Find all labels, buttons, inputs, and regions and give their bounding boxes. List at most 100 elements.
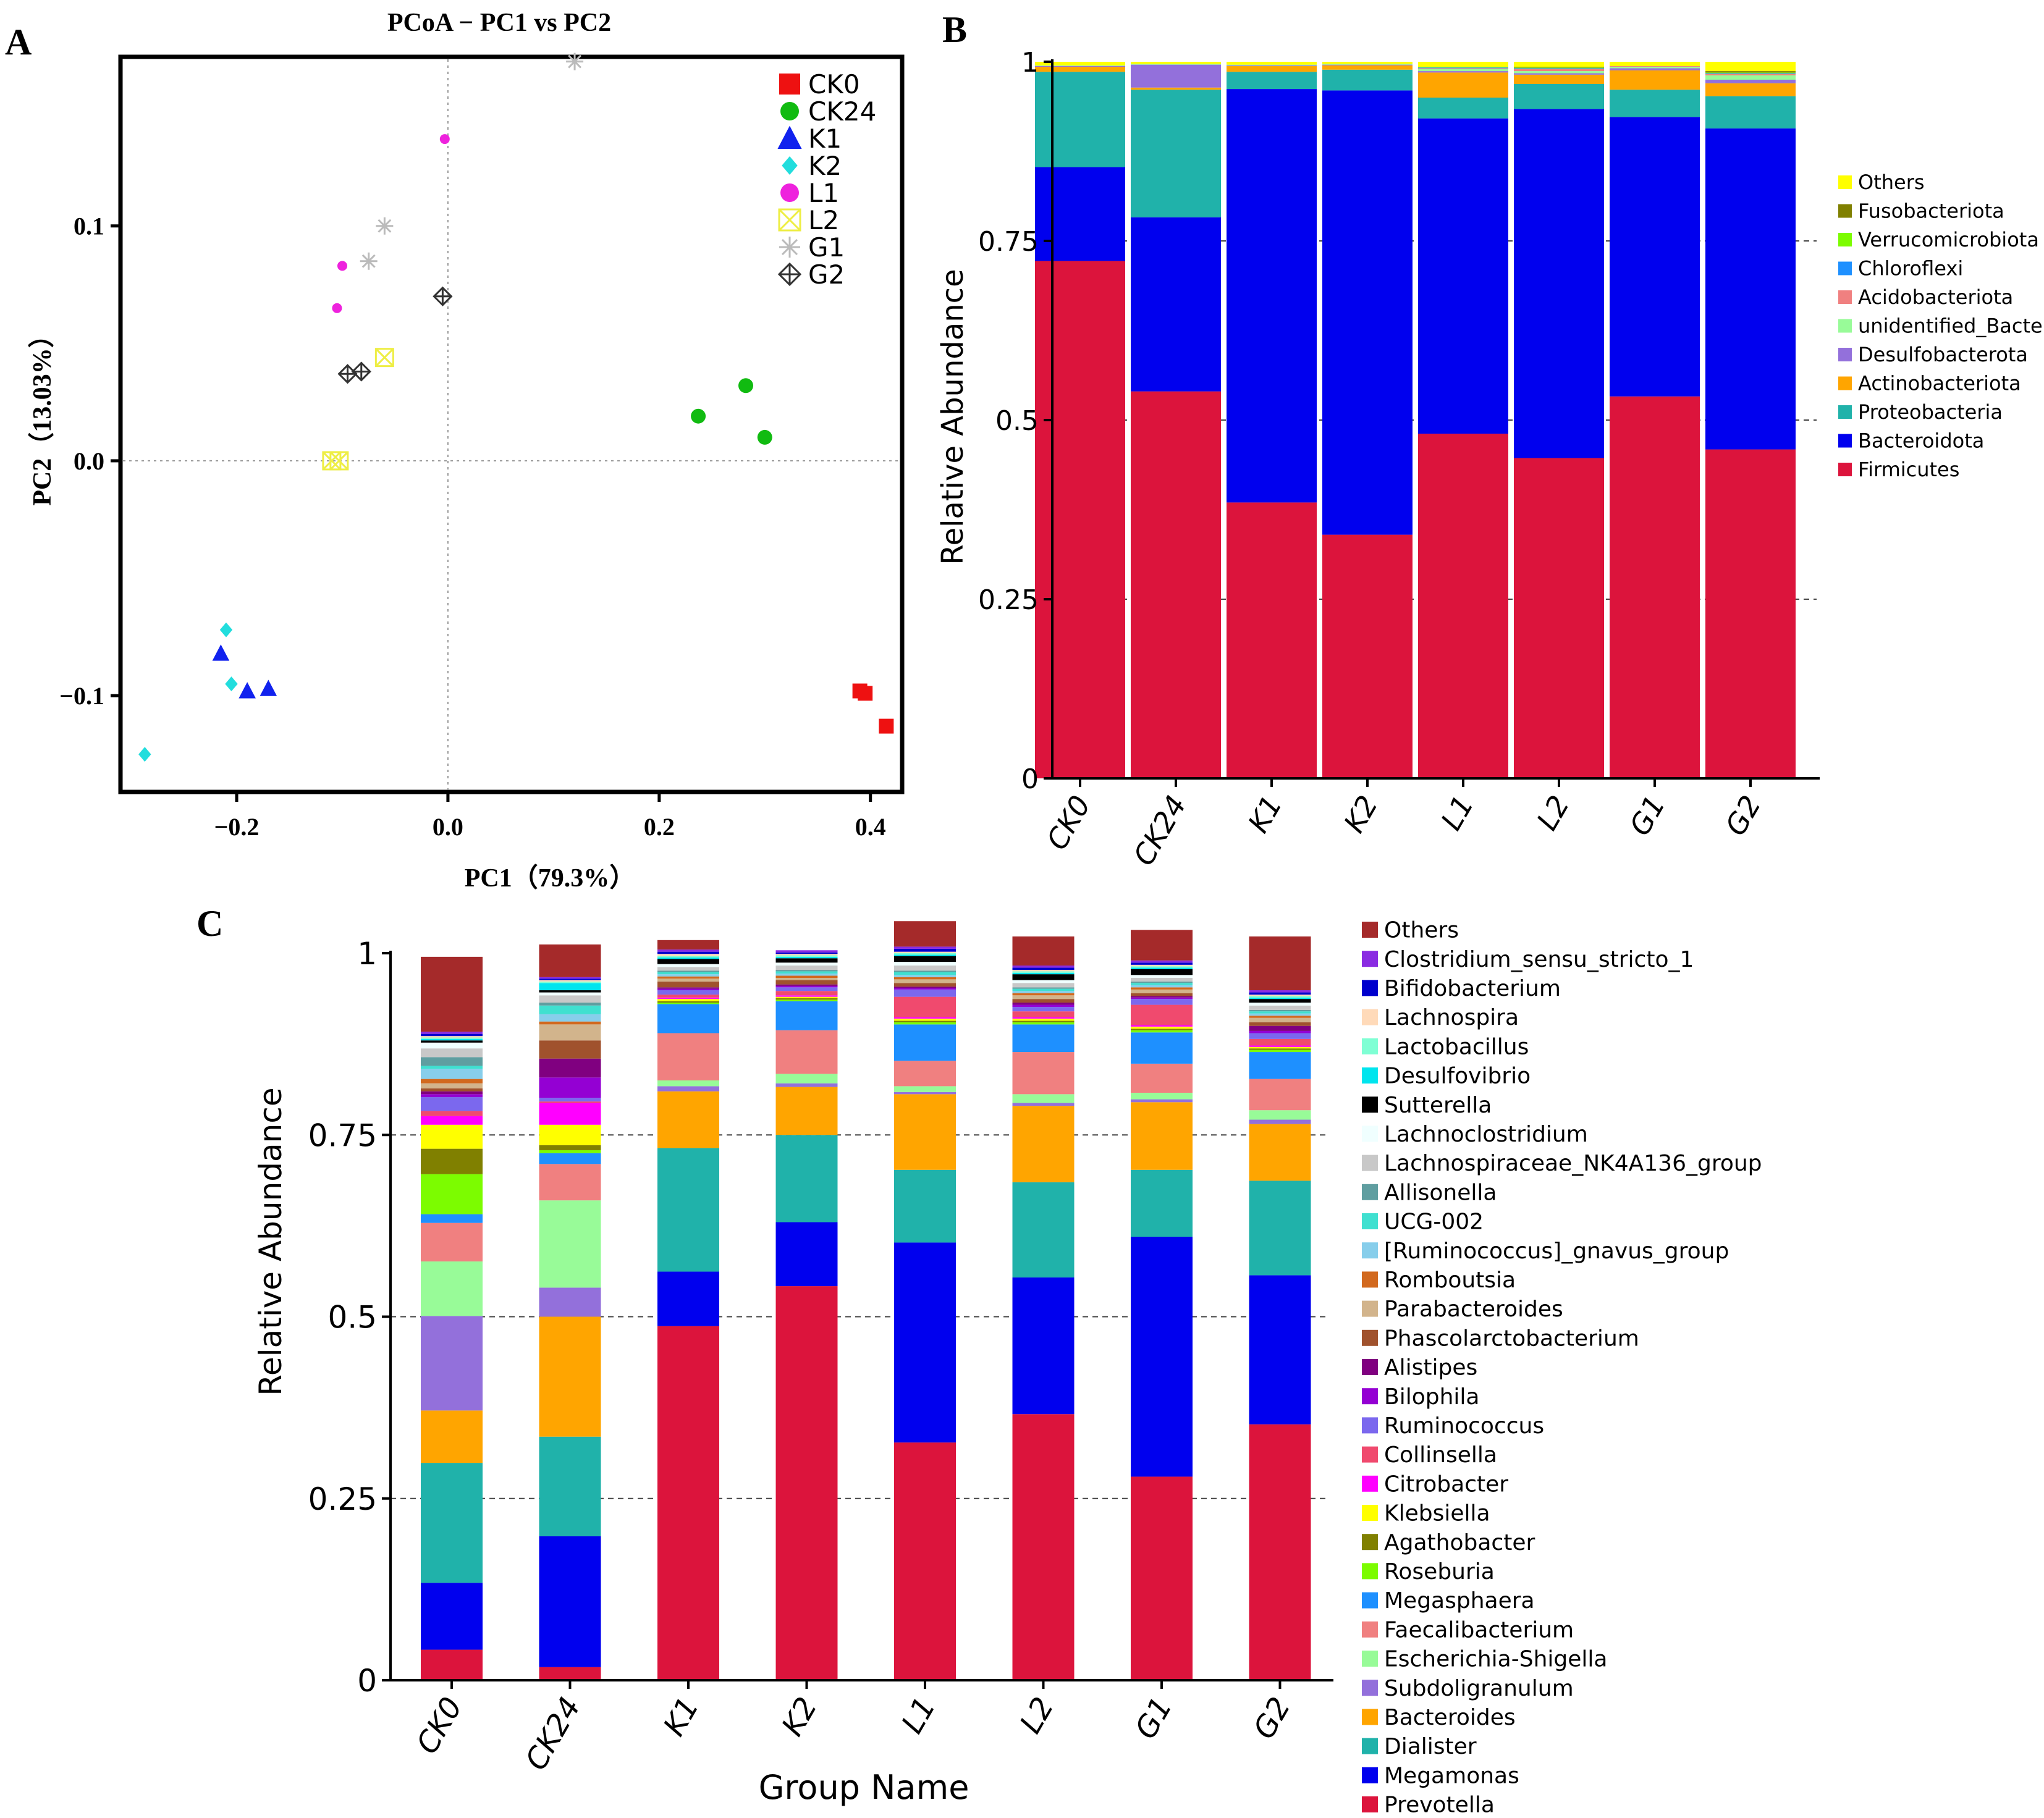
genus-bar-segment [421,1079,483,1084]
genus-bar-segment [421,1091,483,1095]
genus-bar-segment [894,1094,956,1170]
genus-bar-segment [894,977,956,980]
genus-bar-segment [657,987,719,989]
genus-legend-swatch [1362,1417,1378,1434]
phylum-bar-segment [1322,69,1413,91]
genus-bar-segment [421,1048,483,1058]
genus-bar-segment [1249,1424,1311,1680]
phylum-y-tick-label: 0.5 [995,405,1039,437]
genus-bar-segment [775,950,838,953]
genus-legend-swatch [1362,1213,1378,1229]
phylum-bar-segment [1418,67,1508,69]
genus-legend-label: Others [1384,918,1459,943]
circle-marker-shape [691,408,706,424]
genus-bar-segment [1012,993,1075,996]
genus-bar-segment [775,1087,838,1135]
genus-bar-segment [1249,936,1311,991]
genus-category-label: CK0 [410,1691,469,1760]
genus-legend-swatch [1362,1126,1378,1142]
phylum-legend-label: Fusobacteriota [1858,200,2004,223]
panel-label-b: B [942,9,967,50]
genus-legend-label: Citrobacter [1384,1471,1508,1497]
genus-bar-segment [539,983,601,991]
genus-bar-segment [657,999,719,1001]
genus-bar-segment [657,951,719,954]
genus-bar-segment [1131,975,1193,978]
phylum-bar-segment [1418,72,1508,98]
genus-bar-segment [775,980,838,985]
genus-bar-segment [421,1148,483,1174]
phylum-legend-label: Desulfobacterota [1858,343,2028,366]
pcoa-legend-marker-ck0 [779,74,800,95]
pcoa-point-g2 [351,361,371,382]
genus-bar-segment [894,987,956,988]
genus-bar-segment [657,981,719,988]
genus-legend-label: Dialister [1384,1734,1477,1759]
pcoa-y-tick-label: 0.0 [74,447,104,475]
genus-bar-segment [657,1091,719,1148]
pcoa-point-k2 [219,622,233,638]
genus-legend-label: Megamonas [1384,1763,1519,1788]
phylum-y-tick-label: 0 [1021,764,1039,795]
genus-legend-label: Sutterella [1384,1093,1492,1118]
pcoa-y-axis-title: PC2（13.03%） [28,322,57,506]
genus-bar-segment [1249,1013,1311,1016]
genus-bar-segment [894,953,956,955]
pcoa-point-k2 [225,676,238,692]
box-marker-cross [329,451,348,470]
phylum-bar-segment [1705,128,1796,450]
phylum-legend-label: Others [1858,170,1925,194]
genus-bar-segment [1012,1182,1075,1277]
genus-bar-segment [894,1018,956,1021]
phylum-legend-label: Bacteroidota [1858,429,1984,453]
genus-bar-segment [1249,1009,1311,1012]
panel-label-c: C [196,903,223,944]
genus-bar-segment [1249,1038,1311,1046]
genus-bar-segment [1012,1094,1075,1103]
box-marker-frame [778,208,801,232]
star-marker-lines [360,252,378,270]
circle-marker-shape [738,378,753,393]
pcoa-point-l2 [374,348,394,368]
genus-legend-label: Lachnospira [1384,1005,1519,1030]
genus-bar-segment [657,988,719,991]
star-marker-lines [376,217,394,235]
circle-marker-shape [757,429,772,445]
genus-bar-segment [1249,990,1311,993]
genus-legend-label: [Ruminococcus]_gnavus_group [1384,1239,1729,1264]
genus-bar-segment [1131,983,1193,985]
phylum-legend-label: Chloroflexi [1858,257,1963,280]
genus-bar-segment [775,970,838,972]
genus-category-label: L1 [895,1691,942,1740]
genus-bar-segment [1131,1102,1193,1170]
genus-bar-segment [657,990,719,995]
genus-bar-segment [1012,1021,1075,1022]
genus-bar-segment [775,1074,838,1084]
genus-bar-segment [1012,1011,1075,1017]
genus-bar-segment [1131,969,1193,975]
genus-bar-segment [1131,1029,1193,1030]
genus-legend-swatch [1362,1184,1378,1200]
triangle-marker-shape [260,680,277,696]
genus-bar-segment [1131,960,1193,963]
genus-bar-segment [775,991,838,996]
genus-legend-swatch [1362,1009,1378,1025]
genus-bar-segment [1249,1050,1311,1053]
pcoa-point-k2 [138,747,151,762]
genus-bar-segment [894,946,956,949]
genus-bar-segment [421,1116,483,1125]
genus-bar-segment [1131,1063,1193,1093]
genus-bar-segment [894,983,956,987]
genus-bar-segment [1131,1026,1193,1029]
phylum-category-label: L1 [1434,790,1480,836]
genus-bar-segment [1012,1017,1075,1019]
genus-bar-segment [775,966,838,970]
pcoa-legend-label: K2 [808,151,842,181]
genus-bar-segment [894,966,956,971]
pcoa-point-ck24 [757,429,772,445]
genus-bar-segment [894,948,956,952]
genus-legend-swatch [1362,1475,1378,1492]
pcoa-point-l2 [329,451,349,471]
phylum-y-axis-title: Relative Abundance [935,269,970,565]
genus-bar-segment [657,949,719,952]
